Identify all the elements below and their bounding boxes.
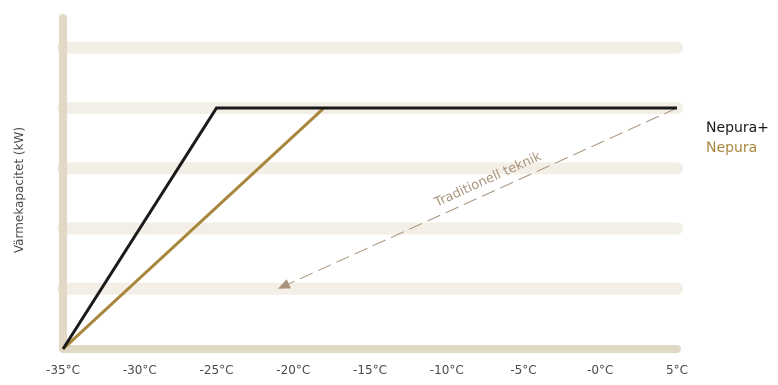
x-tick-label: -5°C [510,363,536,377]
x-tick-label: -10°C [430,363,464,377]
x-tick-label: -20°C [276,363,310,377]
annotation-label: Traditionell teknik [431,149,544,211]
x-tick-label: 5°C [666,363,688,377]
legend-entry-nepura-plus: Nepura+ [706,120,769,136]
series-line-nepura-plus [61,106,677,350]
legend-entry-nepura: Nepura [706,140,758,156]
x-tick-label: -0°C [587,363,613,377]
annotation-arrow-line [277,107,678,290]
x-tick-label: -15°C [353,363,387,377]
annotation-arrow-head [277,279,291,289]
x-tick-label: -25°C [200,363,234,377]
x-tick-label: -35°C [46,363,80,377]
x-tick-label: -30°C [123,363,157,377]
y-axis-label: Värmekapacitet (kW) [12,127,26,253]
